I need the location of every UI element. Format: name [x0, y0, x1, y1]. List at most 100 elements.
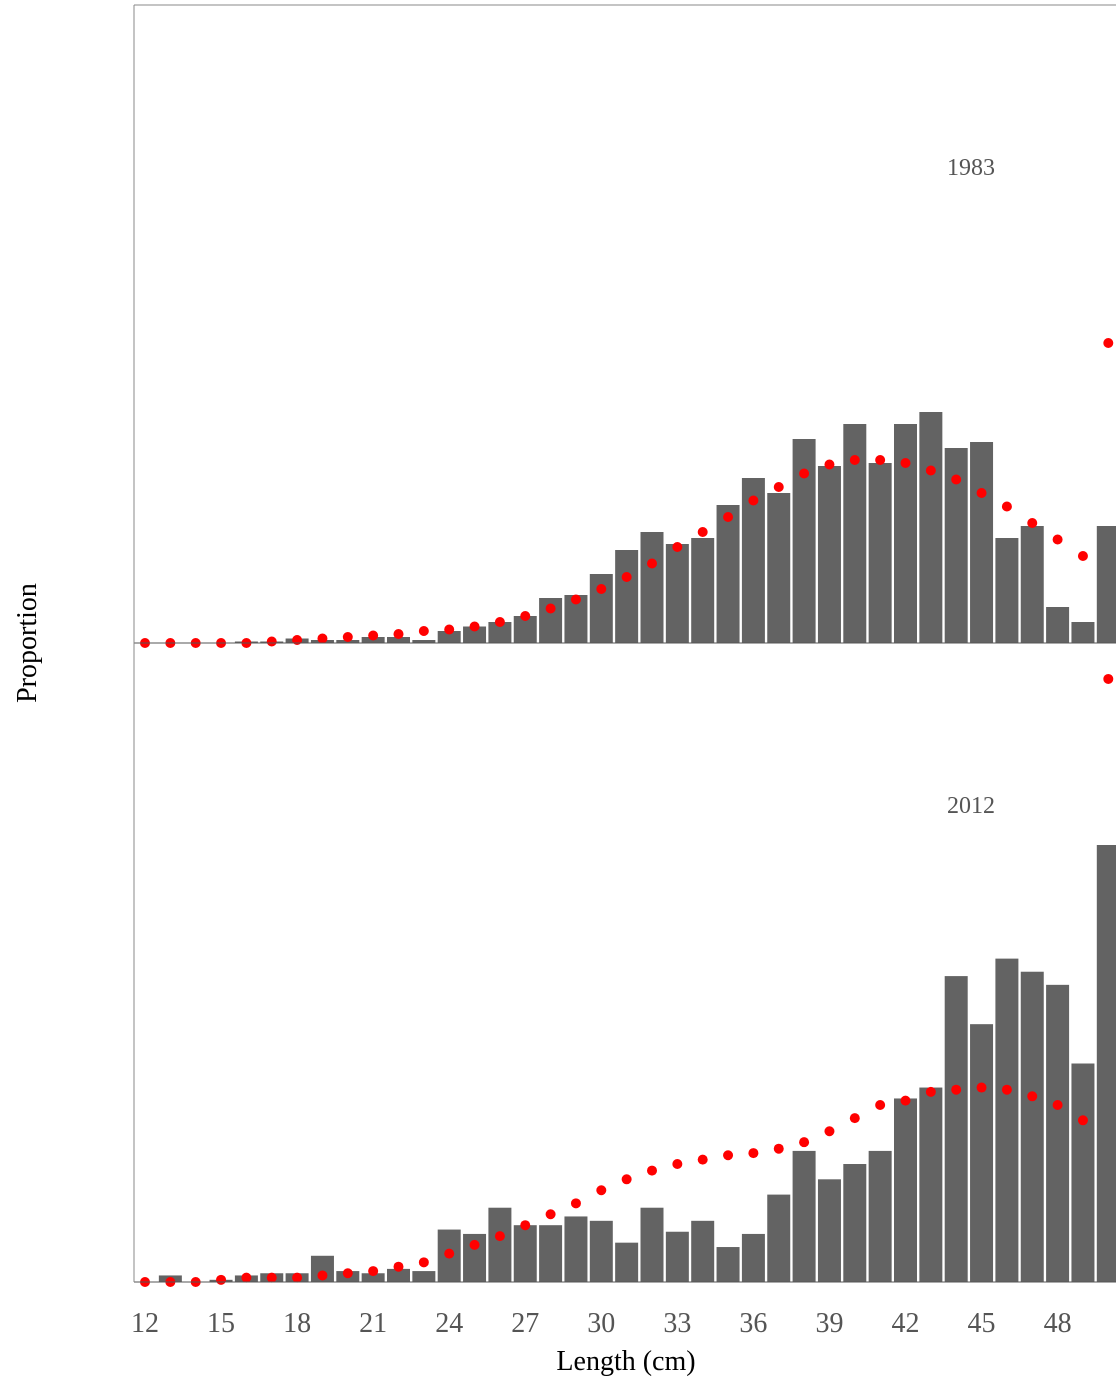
bar-1983-41 [868, 463, 892, 643]
point-2012-48 [1052, 1100, 1063, 1111]
point-2012-28 [545, 1209, 556, 1220]
point-1983-36 [748, 495, 759, 506]
point-2012-39 [824, 1126, 835, 1137]
bar-1983-35 [716, 505, 740, 643]
point-1983-34 [697, 527, 708, 537]
point-1983-27 [520, 611, 531, 621]
point-2012-32 [647, 1165, 657, 1176]
point-1983-29 [570, 594, 581, 605]
bar-1983-48 [1046, 607, 1070, 643]
point-2012-36 [748, 1148, 759, 1159]
point-2012-45 [976, 1082, 987, 1093]
bar-1983-24 [437, 631, 461, 643]
point-2012-16 [241, 1272, 252, 1283]
bar-2012-29 [564, 1216, 588, 1282]
point-1983-35 [723, 512, 734, 522]
bar-2012-25 [463, 1233, 487, 1282]
bar-2012-44 [944, 976, 968, 1282]
point-1983-48 [1052, 534, 1063, 545]
bar-1983-39 [817, 466, 841, 643]
x-tick-label: 18 [283, 1308, 311, 1339]
bar-1983-23 [412, 640, 436, 643]
bar-2012-39 [817, 1179, 841, 1282]
bar-2012-36 [741, 1233, 765, 1282]
bar-1983-29 [564, 595, 588, 643]
bar-1983-44 [944, 448, 968, 643]
point-1983-28 [545, 603, 556, 614]
point-1983-26 [494, 617, 505, 627]
point-1983-25 [469, 621, 480, 632]
point-2012-17 [266, 1272, 277, 1283]
x-tick-label: 15 [207, 1308, 235, 1339]
bar-1983-27 [513, 616, 537, 643]
point-1983-43 [925, 465, 936, 476]
point-1983-21 [368, 630, 379, 641]
x-tick-label: 39 [815, 1308, 843, 1339]
panel-label: 2012 [947, 793, 995, 819]
point-1983-32 [647, 558, 657, 569]
point-1983-30 [596, 584, 607, 594]
bar-2012-28 [539, 1225, 563, 1282]
bar-2012-43 [919, 1087, 943, 1282]
bar-2012-49 [1071, 1063, 1095, 1282]
point-1983-24 [444, 624, 455, 635]
point-1983-38 [799, 468, 810, 479]
x-tick-label: 24 [435, 1308, 463, 1339]
x-tick-label: 48 [1044, 1308, 1072, 1339]
point-2012-19 [317, 1270, 328, 1281]
point-2012-24 [444, 1248, 455, 1259]
bar-1983-26 [488, 622, 512, 643]
bar-1983-45 [970, 442, 994, 643]
point-1983-17 [266, 636, 277, 647]
bar-1983-40 [843, 424, 867, 643]
bar-2012-37 [767, 1194, 791, 1282]
point-2012-42 [900, 1095, 911, 1106]
point-2012-25 [469, 1239, 480, 1250]
panel-2012: 2012 [134, 673, 1116, 1287]
bar-1983-31 [615, 550, 639, 643]
bar-2012-31 [615, 1242, 639, 1282]
bar-2012-40 [843, 1164, 867, 1282]
bar-2012-46 [995, 958, 1019, 1282]
x-axis: 12 15 18 21 24 27 30 33 36 39 42 45 48 [131, 1308, 1072, 1339]
x-tick-label: 30 [587, 1308, 615, 1339]
point-2012-26 [494, 1231, 505, 1242]
x-axis-title: Length (cm) [556, 1346, 695, 1377]
point-1983-42 [900, 458, 911, 468]
bar-2012-23 [412, 1271, 436, 1282]
bar-2012-42 [894, 1098, 917, 1282]
bar-2012-32 [640, 1207, 664, 1282]
point-2012-44 [951, 1084, 962, 1095]
bar-1983-28 [539, 598, 563, 643]
point-1983-20 [342, 632, 353, 642]
x-tick-label: 36 [739, 1308, 767, 1339]
point-2012-38 [799, 1137, 810, 1148]
bar-2012-26 [488, 1207, 512, 1282]
point-2012-31 [621, 1174, 632, 1185]
point-2012-21 [368, 1266, 379, 1277]
bar-1983-49 [1071, 622, 1095, 643]
point-1983-23 [418, 626, 429, 636]
point-1983-41 [875, 455, 886, 465]
bar-1983-46 [995, 538, 1019, 643]
bar-2012-41 [868, 1150, 892, 1282]
bar-2012-35 [716, 1247, 740, 1282]
point-2012-18 [292, 1272, 303, 1283]
point-2012-47 [1027, 1091, 1038, 1102]
point-1983-40 [849, 455, 860, 465]
bar-1983-37 [767, 493, 791, 643]
point-2012-30 [596, 1185, 607, 1196]
point-1983-45 [976, 488, 987, 498]
point-2012-34 [697, 1154, 708, 1165]
panel-label: 1983 [947, 155, 995, 181]
bar-1983-47 [1020, 526, 1044, 643]
point-2012-41 [875, 1100, 886, 1111]
point-1983-19 [317, 633, 328, 644]
bar-1983-32 [640, 532, 664, 643]
y-axis-title: Proportion [12, 583, 43, 703]
point-1983-50 [1103, 338, 1114, 348]
panel-frame [133, 4, 1116, 1282]
point-1983-31 [621, 572, 632, 582]
bar-2012-38 [792, 1150, 816, 1282]
bar-1983-30 [589, 574, 613, 643]
